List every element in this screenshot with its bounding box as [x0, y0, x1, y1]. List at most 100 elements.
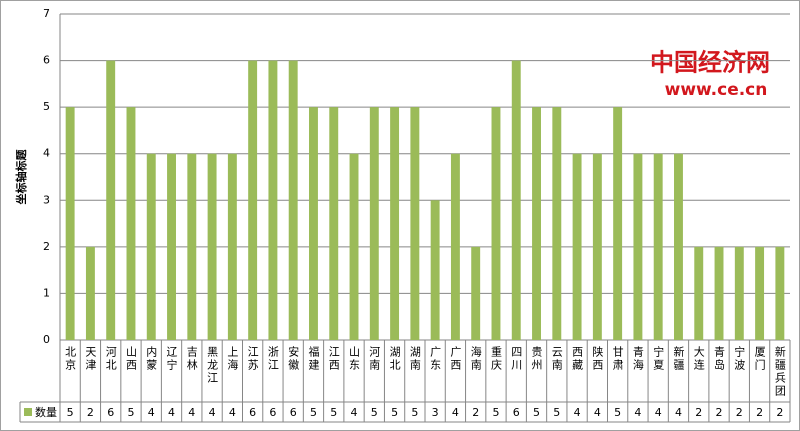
- x-tick-label: 内蒙: [145, 345, 158, 372]
- table-value: 4: [209, 406, 216, 419]
- table-value: 3: [432, 406, 439, 419]
- bar: [532, 107, 541, 341]
- bar: [653, 153, 663, 340]
- bar: [674, 153, 683, 340]
- x-tick-label: 江西: [327, 346, 340, 372]
- bar: [106, 60, 116, 340]
- bar: [65, 107, 75, 341]
- table-value: 2: [472, 406, 479, 419]
- x-tick-label: 河北: [104, 346, 117, 372]
- x-tick-label: 山西: [124, 346, 137, 372]
- bar: [694, 246, 704, 340]
- bar: [126, 107, 136, 341]
- table-value: 5: [67, 406, 74, 419]
- table-value: 2: [695, 406, 702, 419]
- bar: [207, 153, 217, 340]
- y-tick-label: 2: [43, 240, 50, 253]
- bar: [572, 153, 582, 340]
- table-value: 5: [492, 406, 499, 419]
- y-tick-label: 7: [43, 7, 50, 20]
- x-tick-label: 青岛: [713, 346, 726, 372]
- table-value: 4: [675, 406, 682, 419]
- legend-label: 数量: [35, 406, 57, 419]
- table-value: 6: [107, 406, 114, 419]
- table-value: 4: [655, 406, 662, 419]
- bar: [85, 246, 95, 340]
- bar: [491, 107, 501, 341]
- x-tick-label: 甘肃: [611, 346, 624, 372]
- x-tick-label: 贵州: [530, 346, 543, 372]
- x-tick-label: 四川: [510, 346, 523, 372]
- x-tick-label: 宁波: [733, 345, 746, 372]
- table-value: 4: [574, 406, 581, 419]
- bar: [471, 246, 481, 340]
- bar: [329, 107, 339, 341]
- bar: [755, 246, 765, 340]
- table-value: 6: [269, 406, 276, 419]
- bar: [349, 153, 359, 340]
- table-value: 4: [351, 406, 358, 419]
- x-tick-label: 上海: [226, 346, 239, 372]
- bar: [288, 60, 298, 340]
- x-tick-label: 宁夏: [652, 345, 665, 372]
- x-tick-label: 西藏: [571, 346, 584, 372]
- table-value: 5: [310, 406, 317, 419]
- table-value: 5: [391, 406, 398, 419]
- table-value: 6: [249, 406, 256, 419]
- table-value: 4: [188, 406, 195, 419]
- bar: [248, 60, 258, 340]
- watermark-url: www.ce.cn: [665, 80, 768, 100]
- table-value: 5: [553, 406, 560, 419]
- x-tick-label: 福建: [307, 345, 320, 372]
- x-tick-label: 大连: [692, 345, 705, 372]
- bar: [268, 60, 278, 340]
- table-value: 4: [452, 406, 459, 419]
- x-tick-label: 浙江: [266, 346, 279, 372]
- x-tick-label: 厦门: [753, 346, 766, 372]
- bar: [146, 153, 156, 340]
- bar: [613, 107, 623, 341]
- x-tick-label: 安徽: [287, 345, 300, 372]
- bar: [775, 246, 785, 340]
- bar: [430, 200, 440, 340]
- bar: [369, 107, 379, 341]
- x-tick-label: 吉林: [185, 346, 198, 372]
- table-value: 5: [330, 406, 337, 419]
- x-tick-label: 云南: [550, 346, 563, 372]
- bar: [309, 107, 318, 341]
- x-tick-label: 辽宁: [165, 346, 178, 372]
- bar: [187, 153, 197, 340]
- watermark-logo: 中国经济网: [650, 48, 770, 77]
- table-value: 2: [756, 406, 763, 419]
- x-tick-label: 黑龙江: [206, 346, 219, 385]
- x-tick-label: 江苏: [246, 346, 259, 372]
- table-value: 6: [290, 406, 297, 419]
- table-value: 5: [533, 406, 540, 419]
- x-tick-label: 新疆: [672, 345, 685, 372]
- bar: [450, 153, 460, 340]
- y-tick-label: 3: [43, 193, 50, 206]
- bar: [592, 153, 602, 340]
- x-tick-label: 广东: [429, 346, 442, 372]
- x-tick-label: 北京: [64, 346, 77, 372]
- x-tick-label: 重庆: [489, 345, 502, 372]
- x-tick-label: 天津: [84, 346, 97, 372]
- bar: [714, 246, 724, 340]
- bar: [633, 153, 643, 340]
- x-tick-label: 湖南: [408, 346, 421, 372]
- y-tick-label: 4: [43, 147, 50, 160]
- x-tick-label: 湖北: [388, 346, 401, 372]
- bar: [410, 107, 420, 341]
- table-value: 5: [371, 406, 378, 419]
- table-value: 2: [87, 406, 94, 419]
- table-value: 5: [614, 406, 621, 419]
- y-tick-label: 1: [43, 286, 50, 299]
- table-value: 5: [127, 406, 134, 419]
- x-tick-label: 青海: [631, 346, 644, 372]
- x-tick-label: 河南: [368, 346, 381, 372]
- table-value: 4: [148, 406, 155, 419]
- x-tick-label: 山东: [348, 346, 361, 372]
- y-tick-label: 5: [43, 100, 50, 113]
- x-tick-label: 陕西: [591, 345, 604, 372]
- bar: [552, 107, 562, 341]
